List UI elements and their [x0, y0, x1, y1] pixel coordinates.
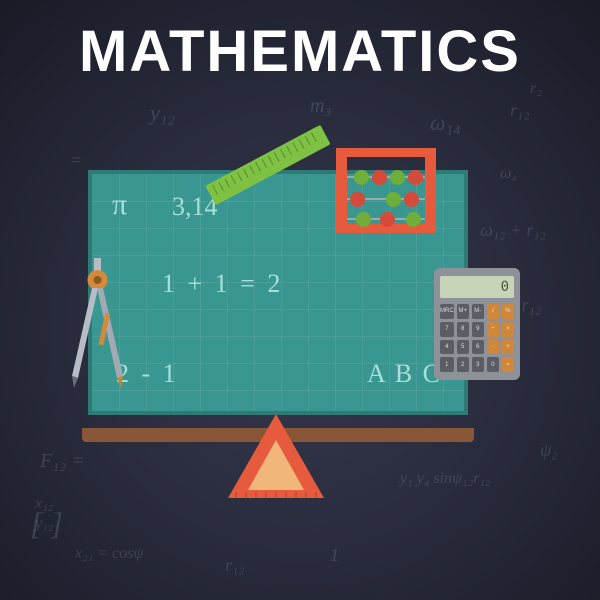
grid-line — [92, 336, 464, 337]
abacus-bead — [386, 192, 401, 207]
calculator-key: 8 — [457, 322, 469, 337]
grid-line — [254, 174, 255, 411]
grid-line — [173, 174, 174, 411]
grid-line — [227, 174, 228, 411]
abacus-bead — [372, 170, 387, 185]
calculator-key: MRC — [440, 304, 454, 319]
calculator-key: 0 — [487, 357, 499, 372]
grid-line — [92, 363, 464, 364]
abacus-bead — [390, 170, 405, 185]
formula-text: m₃ — [310, 95, 331, 118]
grid-line — [92, 282, 464, 283]
grid-line — [146, 174, 147, 411]
calculator-key: × — [502, 322, 514, 337]
abacus-bead — [354, 170, 369, 185]
page-title: MATHEMATICS — [0, 18, 600, 85]
calculator-key: 3 — [472, 357, 484, 372]
formula-text: ω₁₄ — [430, 110, 461, 136]
formula-text: x₂₁ = cosψ — [75, 545, 143, 563]
calculator-keys: MRCM+M-√% 789÷× 456-+1230= — [440, 304, 514, 372]
calculator-icon: 0 MRCM+M-√%789÷×456-+1230= — [434, 268, 520, 380]
calculator-key: M- — [472, 304, 484, 319]
calculator-key: = — [502, 357, 514, 372]
calculator-key: % — [502, 304, 514, 319]
calculator-key: √ — [487, 304, 499, 319]
abacus-bead — [356, 212, 371, 227]
calculator-key: + — [502, 340, 514, 355]
formula-text: = — [70, 150, 82, 171]
calculator-key: 9 — [472, 322, 484, 337]
grid-line — [92, 255, 464, 256]
calculator-key: - — [487, 340, 499, 355]
grid-line — [92, 309, 464, 310]
calculator-key: 7 — [440, 322, 454, 337]
formula-text: r₁₂ — [225, 555, 245, 576]
calculator-key: M+ — [457, 304, 469, 319]
formula-text: ω₁₂ + r₁₂ — [480, 220, 546, 241]
formula-text: 1 — [330, 545, 339, 566]
formula-text: y₁ y₄ sinψ₁₂r₁₂ — [400, 470, 490, 488]
chalkboard-scene: π 3,14 1 + 1 = 2 2 - 1 A B C 0 MRCM+M-√%… — [88, 170, 468, 430]
abacus-bead — [408, 170, 423, 185]
calculator-key: 1 — [440, 357, 454, 372]
formula-text: ψ₂ — [540, 440, 557, 461]
formula-text: y₁₂ — [150, 100, 175, 126]
formula-text: r₁₂ — [510, 100, 530, 121]
chalk-equation-1: 1 + 1 = 2 — [162, 269, 283, 299]
calculator-key: 2 — [457, 357, 469, 372]
calculator-key: ÷ — [487, 322, 499, 337]
grid-line — [281, 174, 282, 411]
calculator-key: 6 — [472, 340, 484, 355]
formula-text: [ ] — [30, 505, 63, 542]
abacus-bead — [404, 192, 419, 207]
abacus-bead — [350, 192, 365, 207]
abacus-bead — [380, 212, 395, 227]
calculator-key: 4 — [440, 340, 454, 355]
grid-line — [92, 390, 464, 391]
abacus-icon — [336, 148, 436, 233]
calculator-key: 5 — [457, 340, 469, 355]
grid-line — [200, 174, 201, 411]
formula-text: F₁₂ = — [40, 450, 85, 473]
abacus-bead — [406, 212, 421, 227]
compass-icon — [70, 258, 125, 388]
formula-text: ω₄ — [500, 165, 517, 183]
formula-text: x₁₂ — [35, 495, 53, 513]
grid-line — [308, 174, 309, 411]
formula-text: y₁₂ — [35, 515, 53, 533]
calculator-display: 0 — [440, 276, 514, 298]
